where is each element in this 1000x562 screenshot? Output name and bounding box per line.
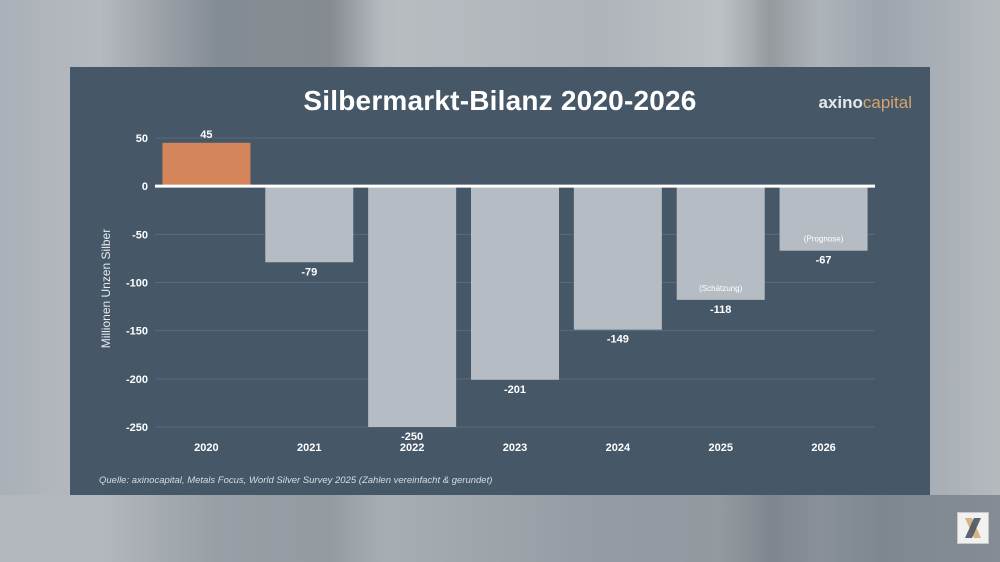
x-tick-label: 2023: [503, 442, 527, 454]
data-label: -201: [504, 384, 526, 396]
x-tick-label: 2020: [194, 442, 218, 454]
data-label: 45: [200, 129, 212, 141]
bar-2023: [471, 186, 559, 380]
x-tick-label: 2025: [708, 442, 732, 454]
bar-2026: [779, 186, 868, 251]
y-tick-label: -250: [126, 422, 148, 434]
background-bottom: [0, 495, 1000, 562]
data-label: -79: [301, 266, 317, 278]
bar-annotation: (Schätzung): [699, 284, 742, 293]
y-tick-label: -150: [126, 326, 148, 338]
data-label: -149: [607, 334, 629, 346]
y-tick-label: 0: [142, 181, 148, 193]
x-tick-label: 2024: [606, 442, 631, 454]
y-tick-label: -50: [132, 229, 148, 241]
x-tick-label: 2026: [811, 442, 835, 454]
y-axis-title: Millionen Unzen Silber: [99, 229, 113, 348]
x-tick-label: 2021: [297, 442, 321, 454]
source-note: Quelle: axinocapital, Metals Focus, Worl…: [99, 475, 493, 486]
bar-2020: [162, 142, 251, 187]
data-label: -118: [710, 304, 731, 316]
bar-2022: [368, 186, 457, 427]
logo-part-2: capital: [862, 93, 912, 112]
bar-chart: 50 0 -50 -100 -150 -200 -250 Millionen Unzen Si…: [99, 129, 875, 454]
brand-logo: axinocapital: [818, 93, 912, 113]
logo-part-1: axino: [818, 93, 863, 112]
chart-panel: Silbermarkt-Bilanz 2020-2026 axinocapita…: [70, 67, 930, 495]
y-tick-label: -100: [126, 278, 148, 290]
x-tick-label: 2022: [400, 442, 424, 454]
bar-2021: [265, 186, 354, 263]
bar-2025: [676, 186, 765, 300]
bar-annotation: (Prognose): [804, 235, 844, 244]
data-label: -250: [401, 431, 423, 443]
data-label: -67: [816, 255, 832, 267]
bar-2024: [573, 186, 662, 330]
chart-title: Silbermarkt-Bilanz 2020-2026: [303, 85, 697, 116]
x-logo-icon: [957, 512, 989, 544]
y-tick-label: -200: [126, 374, 148, 386]
y-tick-label: 50: [136, 133, 148, 145]
